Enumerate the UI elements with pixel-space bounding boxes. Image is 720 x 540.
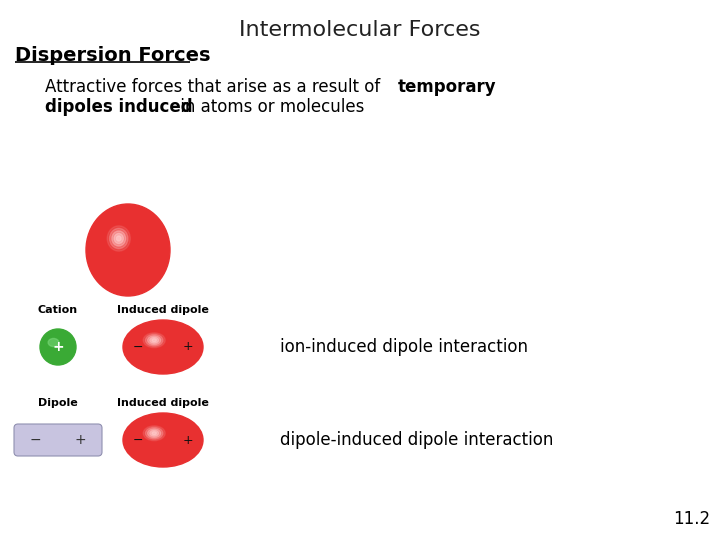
Text: dipole-induced dipole interaction: dipole-induced dipole interaction: [280, 431, 554, 449]
FancyBboxPatch shape: [14, 424, 102, 456]
Text: Induced dipole: Induced dipole: [117, 398, 209, 408]
Text: Cation: Cation: [38, 305, 78, 315]
Text: Induced dipole: Induced dipole: [117, 305, 209, 315]
Ellipse shape: [112, 231, 126, 246]
Ellipse shape: [117, 236, 121, 241]
Text: −: −: [132, 341, 143, 354]
Text: in atoms or molecules: in atoms or molecules: [175, 98, 364, 116]
Text: Dispersion Forces: Dispersion Forces: [15, 46, 210, 65]
Text: −: −: [30, 433, 41, 447]
Ellipse shape: [107, 226, 130, 251]
Text: Attractive forces that arise as a result of: Attractive forces that arise as a result…: [45, 78, 385, 96]
Ellipse shape: [145, 427, 163, 439]
Text: Dipole: Dipole: [38, 398, 78, 408]
Ellipse shape: [123, 413, 203, 467]
Ellipse shape: [152, 339, 156, 342]
Text: +: +: [52, 340, 64, 354]
Text: temporary: temporary: [398, 78, 497, 96]
Ellipse shape: [86, 204, 170, 296]
Ellipse shape: [48, 339, 59, 347]
Ellipse shape: [40, 329, 76, 365]
Ellipse shape: [109, 228, 128, 248]
Text: dipoles induced: dipoles induced: [45, 98, 193, 116]
Ellipse shape: [145, 334, 163, 346]
Ellipse shape: [148, 336, 161, 345]
Ellipse shape: [152, 432, 156, 435]
Text: +: +: [183, 341, 193, 354]
Ellipse shape: [123, 320, 203, 374]
Ellipse shape: [114, 233, 123, 244]
Ellipse shape: [150, 430, 158, 436]
Ellipse shape: [150, 338, 158, 343]
Text: +: +: [183, 434, 193, 447]
Text: −: −: [132, 434, 143, 447]
Text: Intermolecular Forces: Intermolecular Forces: [239, 20, 481, 40]
Ellipse shape: [143, 333, 165, 348]
Ellipse shape: [143, 426, 165, 441]
Text: +: +: [74, 433, 86, 447]
Text: ion-induced dipole interaction: ion-induced dipole interaction: [280, 338, 528, 356]
Text: 11.2: 11.2: [673, 510, 710, 528]
Ellipse shape: [148, 429, 161, 438]
